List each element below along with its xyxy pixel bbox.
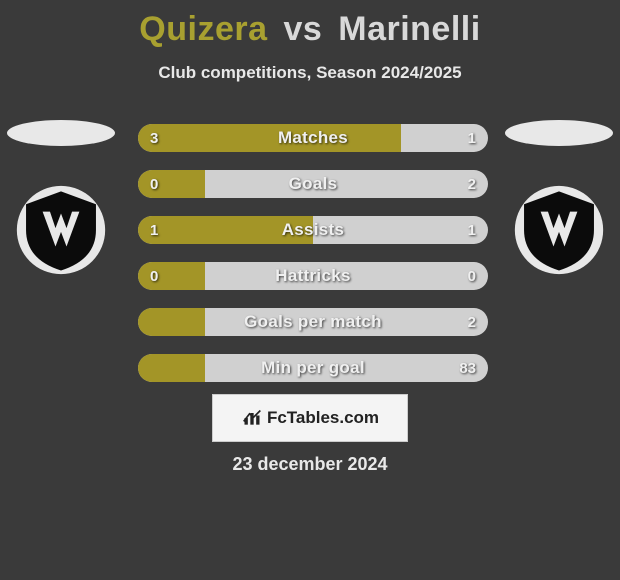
title-player2: Marinelli — [338, 10, 480, 48]
stat-right-value: 1 — [468, 124, 476, 152]
site-attribution: FcTables.com — [212, 394, 408, 442]
stat-right-value: 0 — [468, 262, 476, 290]
comparison-title: Quizera vs Marinelli — [0, 0, 620, 49]
player2-avatar-slot — [504, 120, 614, 281]
stat-fill — [138, 124, 401, 152]
stat-right-value: 83 — [459, 354, 476, 382]
stat-right-value: 1 — [468, 216, 476, 244]
title-vs: vs — [283, 10, 322, 48]
player1-avatar-slot — [6, 120, 116, 281]
stat-fill — [138, 170, 205, 198]
stat-bars-container: 3 Matches 1 0 Goals 2 1 Assists 1 0 Hatt… — [138, 124, 488, 400]
stat-fill — [138, 262, 205, 290]
stat-row-min-per-goal: Min per goal 83 — [138, 354, 488, 382]
stat-row-matches: 3 Matches 1 — [138, 124, 488, 152]
player1-club-badge-icon — [15, 184, 107, 276]
player1-avatar-placeholder — [7, 120, 115, 146]
stat-fill — [138, 216, 313, 244]
stat-fill — [138, 308, 205, 336]
stat-row-goals: 0 Goals 2 — [138, 170, 488, 198]
subtitle: Club competitions, Season 2024/2025 — [0, 63, 620, 83]
stat-row-goals-per-match: Goals per match 2 — [138, 308, 488, 336]
stat-row-assists: 1 Assists 1 — [138, 216, 488, 244]
title-player1: Quizera — [139, 10, 267, 48]
snapshot-date: 23 december 2024 — [0, 454, 620, 475]
bar-chart-icon — [241, 408, 263, 428]
player2-avatar-placeholder — [505, 120, 613, 146]
stat-fill — [138, 354, 205, 382]
site-label: FcTables.com — [267, 408, 379, 428]
stat-right-value: 2 — [468, 308, 476, 336]
stat-row-hattricks: 0 Hattricks 0 — [138, 262, 488, 290]
stat-right-value: 2 — [468, 170, 476, 198]
player2-club-badge-icon — [513, 184, 605, 276]
